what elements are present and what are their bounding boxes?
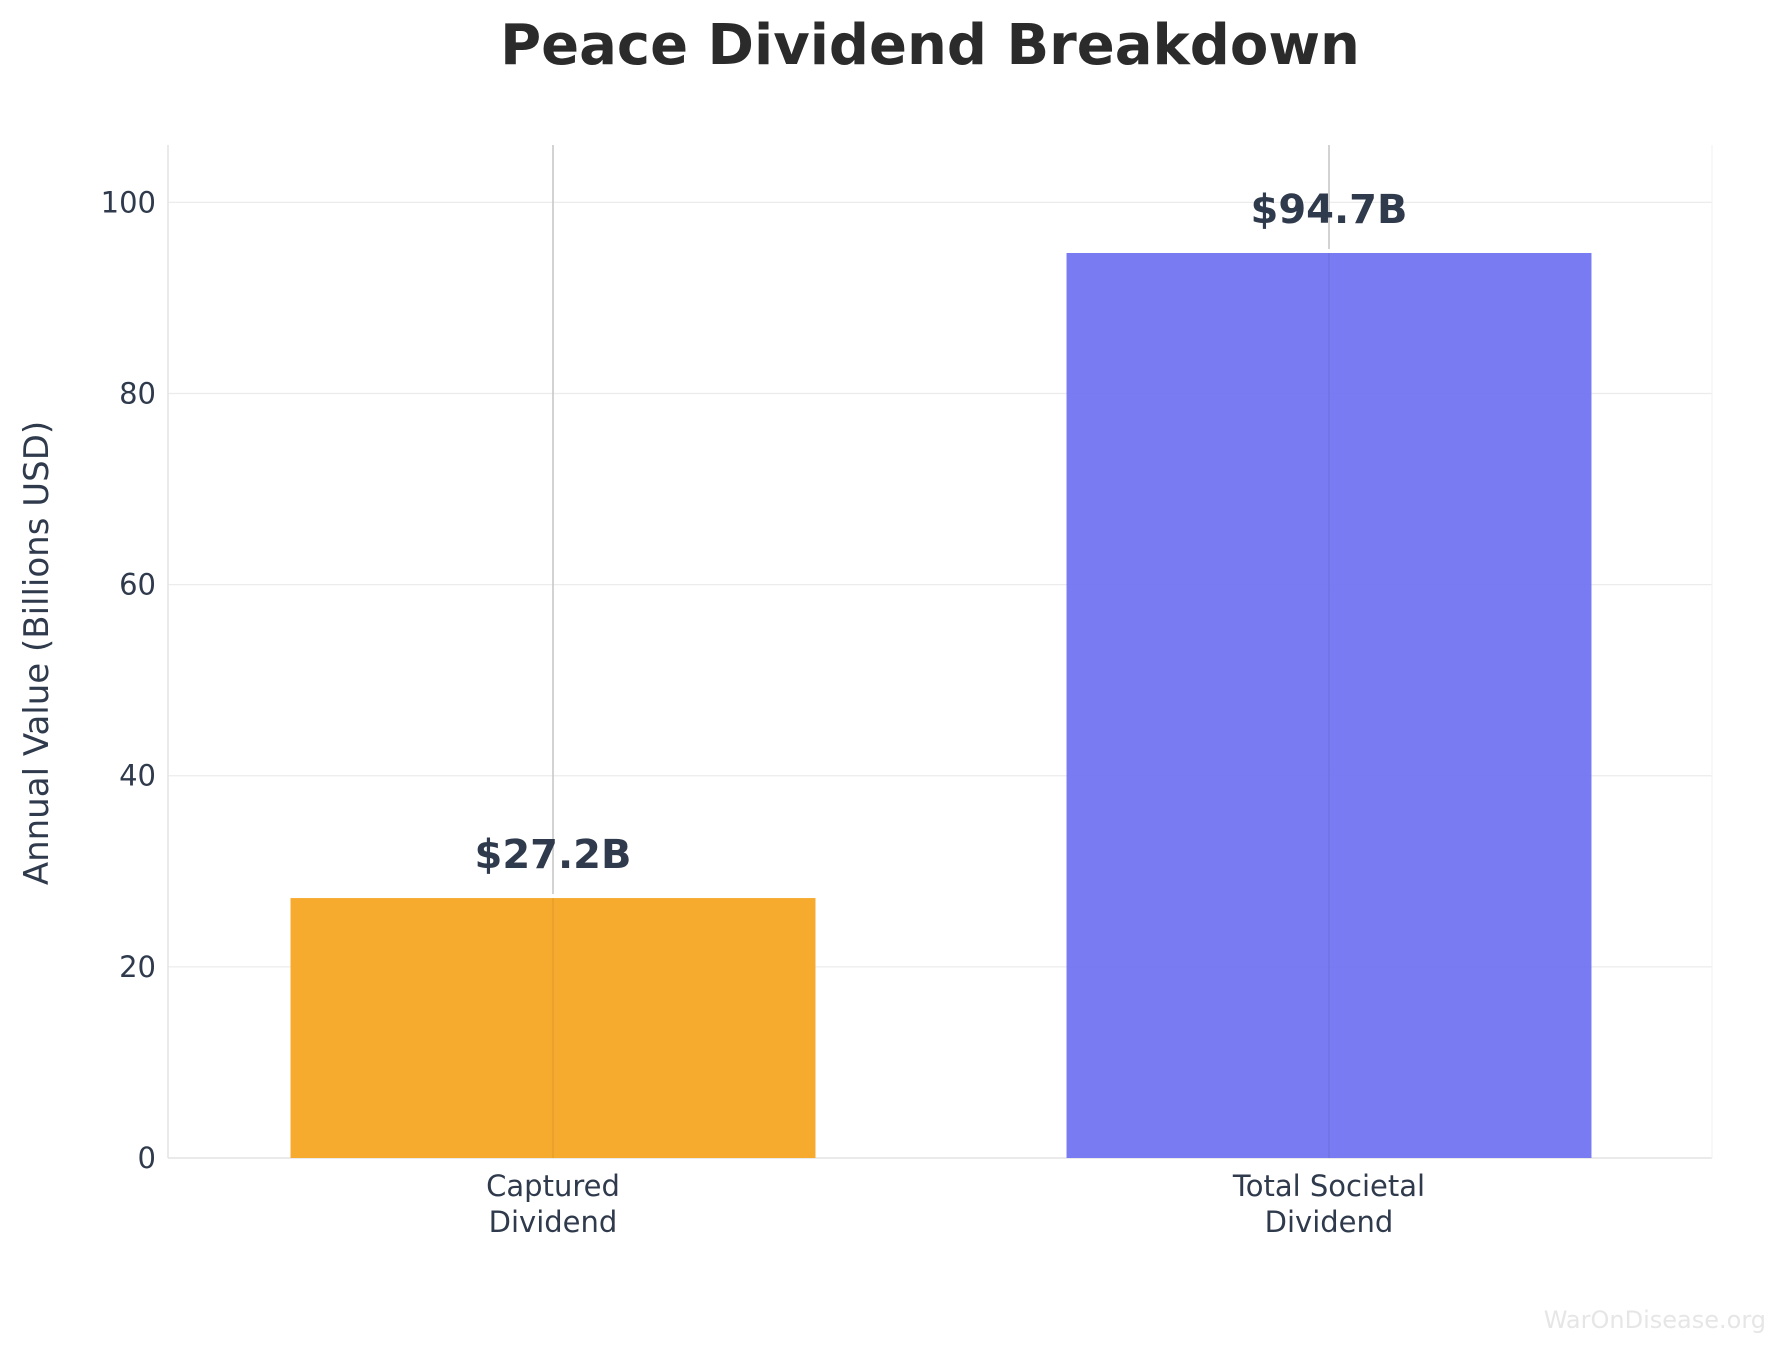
chart-title: Peace Dividend Breakdown	[500, 13, 1360, 78]
y-tick-label: 40	[119, 759, 156, 793]
bar-value-label: $94.7B	[1250, 187, 1407, 233]
x-tick-label-line: Dividend	[489, 1205, 618, 1239]
y-tick-label: 60	[119, 568, 156, 602]
y-tick-label: 100	[101, 185, 156, 219]
y-axis-label: Annual Value (Billions USD)	[17, 421, 57, 885]
watermark: WarOnDisease.org	[1544, 1306, 1766, 1334]
y-tick-label: 0	[138, 1141, 156, 1175]
x-tick-label: Total Societal Dividend	[1232, 1169, 1425, 1239]
x-tick-label-line: Captured	[486, 1169, 620, 1203]
x-tick-label: Captured Dividend	[486, 1169, 620, 1239]
bar-value-label: $27.2B	[474, 832, 631, 878]
bar-captured-dividend	[290, 898, 816, 1158]
data-labels: $27.2B $94.7B	[474, 187, 1407, 878]
bar-total-societal-dividend	[1066, 252, 1592, 1158]
x-tick-label-line: Dividend	[1265, 1205, 1394, 1239]
y-tick-label: 80	[119, 376, 156, 410]
bars	[290, 252, 1592, 1158]
x-tick-label-line: Total Societal	[1232, 1169, 1425, 1203]
y-tick-label: 20	[119, 950, 156, 984]
